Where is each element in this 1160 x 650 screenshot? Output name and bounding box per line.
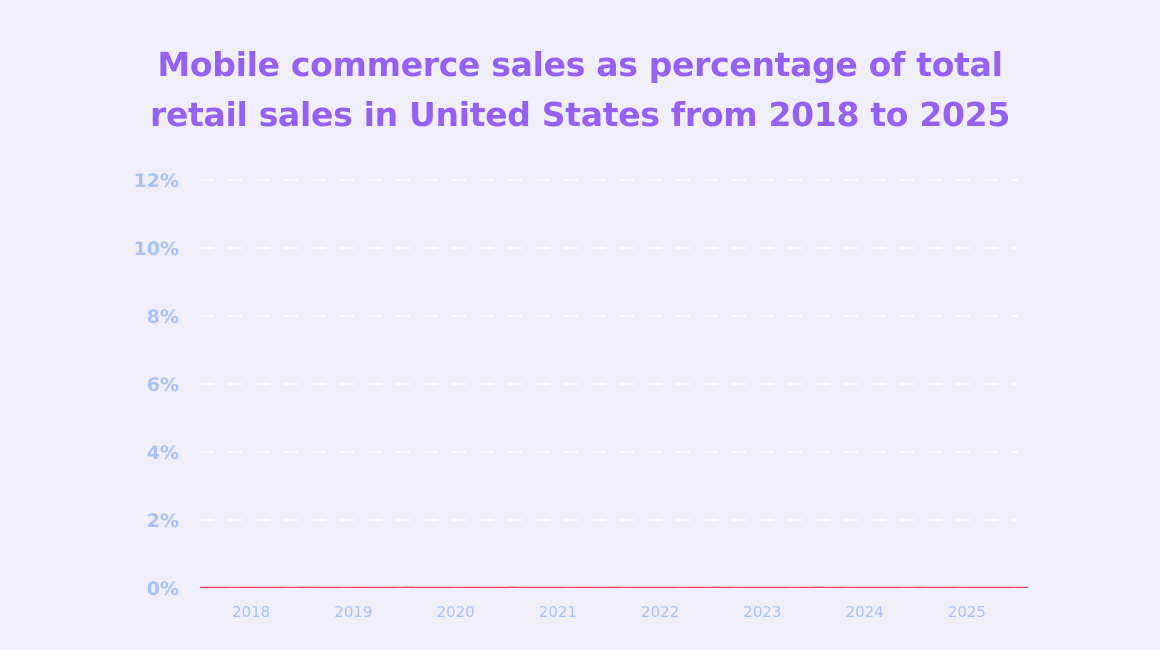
bar (813, 586, 926, 588)
bar (711, 586, 824, 588)
chart-title-line-1: Mobile commerce sales as percentage of t… (157, 45, 1003, 84)
y-tick-label: 10% (134, 238, 179, 260)
bar (915, 586, 1029, 588)
chart-title-line-2: retail sales in United States from 2018 … (150, 95, 1010, 134)
y-tick-label: 8% (147, 306, 179, 328)
x-tick-label: 2020 (437, 603, 475, 621)
bar (200, 586, 313, 588)
x-tick-label: 2018 (232, 603, 270, 621)
y-tick-label: 12% (134, 170, 179, 192)
x-tick-label: 2023 (743, 603, 781, 621)
y-tick-label: 0% (147, 578, 179, 600)
x-tick-label: 2021 (539, 603, 577, 621)
y-tick-label: 6% (147, 374, 179, 396)
x-tick-label: 2019 (334, 603, 372, 621)
chart-title: Mobile commerce sales as percentage of t… (0, 40, 1160, 140)
x-tick-label: 2025 (948, 603, 986, 621)
bar (404, 586, 517, 588)
y-tick-label: 2% (147, 510, 179, 532)
x-tick-label: 2022 (641, 603, 679, 621)
bar (506, 586, 620, 588)
bar (302, 586, 415, 588)
x-tick-label: 2024 (846, 603, 884, 621)
bar (609, 586, 722, 588)
y-tick-label: 4% (147, 442, 179, 464)
